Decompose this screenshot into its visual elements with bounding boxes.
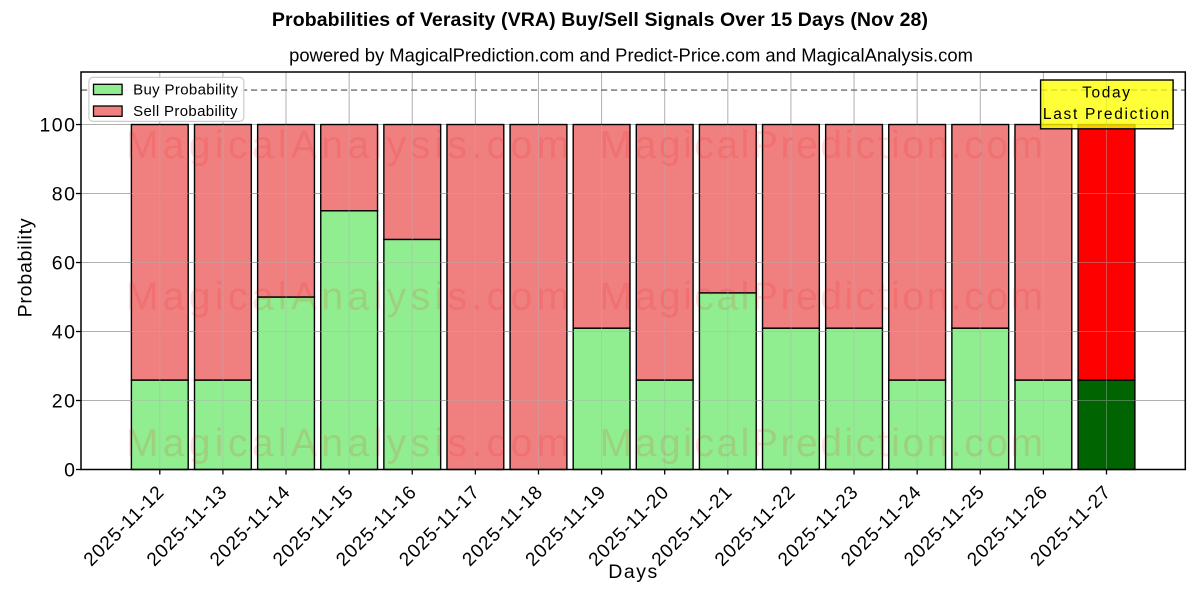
svg-text:60: 60 [52,252,77,274]
svg-text:MagicalAnalysis.com: MagicalAnalysis.com [126,276,574,319]
svg-text:MagicalPrediction.com: MagicalPrediction.com [600,124,1046,167]
svg-text:MagicalAnalysis.com: MagicalAnalysis.com [126,124,574,167]
svg-text:MagicalAnalysis.com: MagicalAnalysis.com [126,422,574,465]
svg-text:powered by MagicalPrediction.c: powered by MagicalPrediction.com and Pre… [289,45,973,66]
svg-text:Last Prediction: Last Prediction [1043,106,1171,123]
svg-text:Sell Probability: Sell Probability [133,103,238,120]
svg-text:Today: Today [1082,85,1131,102]
svg-text:0: 0 [64,459,76,481]
svg-text:100: 100 [39,114,76,136]
svg-text:80: 80 [52,183,77,205]
svg-text:20: 20 [52,390,77,412]
svg-text:Days: Days [608,561,658,583]
svg-text:Probability: Probability [15,218,37,318]
svg-text:40: 40 [52,321,77,343]
svg-text:MagicalPrediction.com: MagicalPrediction.com [600,276,1046,319]
svg-text:Buy Probability: Buy Probability [133,81,238,98]
svg-text:MagicalPrediction.com: MagicalPrediction.com [600,422,1046,465]
svg-text:Probabilities of Verasity (VRA: Probabilities of Verasity (VRA) Buy/Sell… [272,9,928,31]
